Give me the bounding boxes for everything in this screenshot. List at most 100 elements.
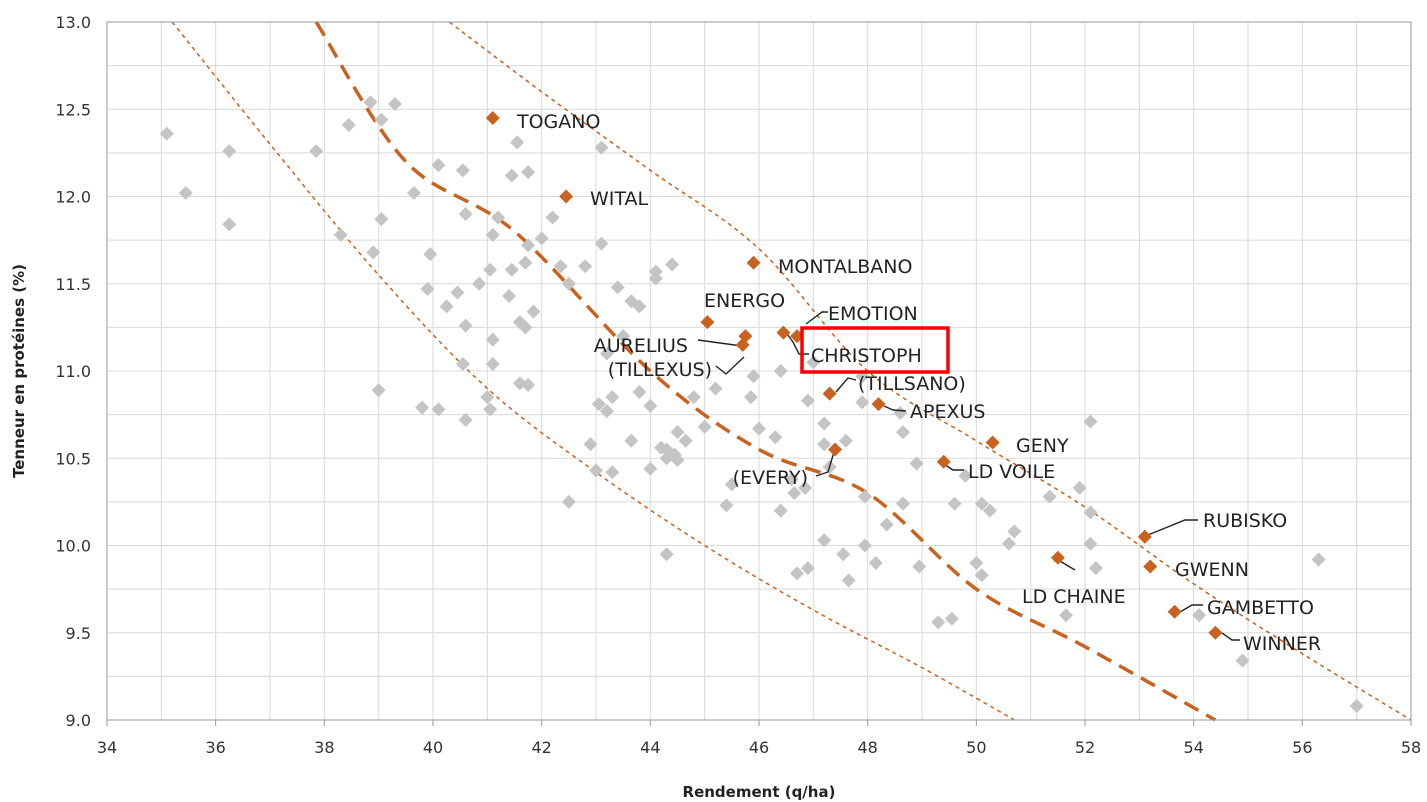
point-label: LD CHAINE (1022, 586, 1126, 608)
scatter-point (686, 390, 701, 405)
point-label: CHRISTOPH (811, 345, 922, 367)
scatter-point (806, 355, 821, 370)
highlighted-point (828, 442, 843, 457)
scatter-point (912, 559, 927, 574)
highlighted-point (1143, 559, 1158, 574)
scatter-point (458, 318, 473, 333)
scatter-point (969, 555, 984, 570)
x-tick-label: 42 (531, 738, 551, 757)
trend-curve (171, 21, 1015, 721)
scatter-point (178, 186, 193, 201)
scatter-point (1192, 608, 1207, 623)
scatter-point (974, 496, 989, 511)
scatter-point (545, 210, 560, 225)
point-label: MONTALBANO (778, 256, 912, 278)
scatter-point (439, 299, 454, 314)
scatter-point (521, 165, 536, 180)
x-tick-label: 38 (314, 738, 334, 757)
scatter-point (591, 397, 606, 412)
scatter-point (594, 140, 609, 155)
scatter-point (784, 472, 799, 487)
scatter-point (855, 395, 870, 410)
y-tick-label: 12.5 (55, 100, 91, 119)
scatter-point (697, 419, 712, 434)
label-leader (815, 451, 835, 477)
scatter-point (594, 236, 609, 251)
scatter-point (374, 212, 389, 227)
scatter-point (521, 238, 536, 253)
x-axis-title: Rendement (q/ha) (683, 783, 836, 801)
y-tick-label: 11.0 (55, 362, 91, 381)
point-label: LD VOILE (968, 461, 1055, 483)
highlighted-point (1050, 550, 1065, 565)
point-label: GWENN (1175, 559, 1249, 581)
scatter-point (787, 486, 802, 501)
scatter-point (895, 425, 910, 440)
point-label: RUBISKO (1203, 510, 1287, 532)
scatter-point (800, 393, 815, 408)
scatter-point (648, 271, 663, 286)
scatter-point (374, 112, 389, 127)
y-tick-label: 12.0 (55, 188, 91, 207)
x-tick-label: 34 (97, 738, 117, 757)
scatter-point (895, 496, 910, 511)
point-label: (EVERY) (733, 467, 808, 489)
scatter-point (719, 498, 734, 513)
label-leader (783, 329, 809, 355)
scatter-point (868, 555, 883, 570)
scatter-point (1058, 608, 1073, 623)
highlighted-point (746, 255, 761, 270)
label-leader (1179, 604, 1203, 613)
scatter-point (768, 430, 783, 445)
y-tick-label: 11.5 (55, 275, 91, 294)
highlighted-point (985, 435, 1000, 450)
scatter-point (974, 568, 989, 583)
x-tick-label: 54 (1183, 738, 1203, 757)
scatter-point (363, 95, 378, 110)
point-label: GAMBETTO (1207, 597, 1314, 619)
y-tick-label: 9.5 (66, 624, 91, 643)
highlighted-points (485, 110, 1223, 640)
scatter-point (665, 257, 680, 272)
scatter-point (624, 433, 639, 448)
highlighted-point (1137, 529, 1152, 544)
point-label: WINNER (1243, 633, 1321, 655)
scatter-point (309, 144, 324, 159)
scatter-point (773, 364, 788, 378)
scatter-point (643, 461, 658, 476)
scatter-point (1001, 536, 1016, 551)
scatter-point (222, 217, 237, 232)
highlighted-point (776, 325, 791, 340)
point-label: (TILLEXUS) (608, 359, 712, 381)
y-tick-label: 10.5 (55, 449, 91, 468)
scatter-point (485, 227, 500, 242)
label-leader (1221, 632, 1240, 641)
scatter-point (800, 561, 815, 576)
label-leader (715, 356, 745, 375)
scatter-point (616, 329, 631, 344)
scatter-point (502, 288, 517, 303)
scatter-point (1311, 552, 1326, 567)
scatter-point (643, 398, 658, 413)
point-label: AURELIUS (594, 335, 688, 357)
scatter-point (944, 611, 959, 626)
scatter-point (423, 247, 438, 262)
scatter-point (485, 332, 500, 347)
point-labels: TOGANO WITAL MONTALBANO ENERGO EMOTION AURELI… (516, 111, 1321, 655)
scatter-point (458, 412, 473, 427)
scatter-point (746, 369, 761, 384)
scatter-point (510, 135, 525, 150)
scatter-point (909, 456, 924, 471)
scatter-point (879, 517, 894, 532)
x-tick-label: 50 (966, 738, 986, 757)
other-points (159, 95, 1364, 714)
scatter-point (670, 452, 685, 467)
scatter-point (431, 158, 446, 173)
scatter-point (836, 547, 851, 562)
scatter-point (553, 259, 568, 274)
scatter-point (1072, 480, 1087, 495)
scatter-point (838, 433, 853, 448)
scatter-point (605, 390, 620, 405)
scatter-point (483, 402, 498, 417)
